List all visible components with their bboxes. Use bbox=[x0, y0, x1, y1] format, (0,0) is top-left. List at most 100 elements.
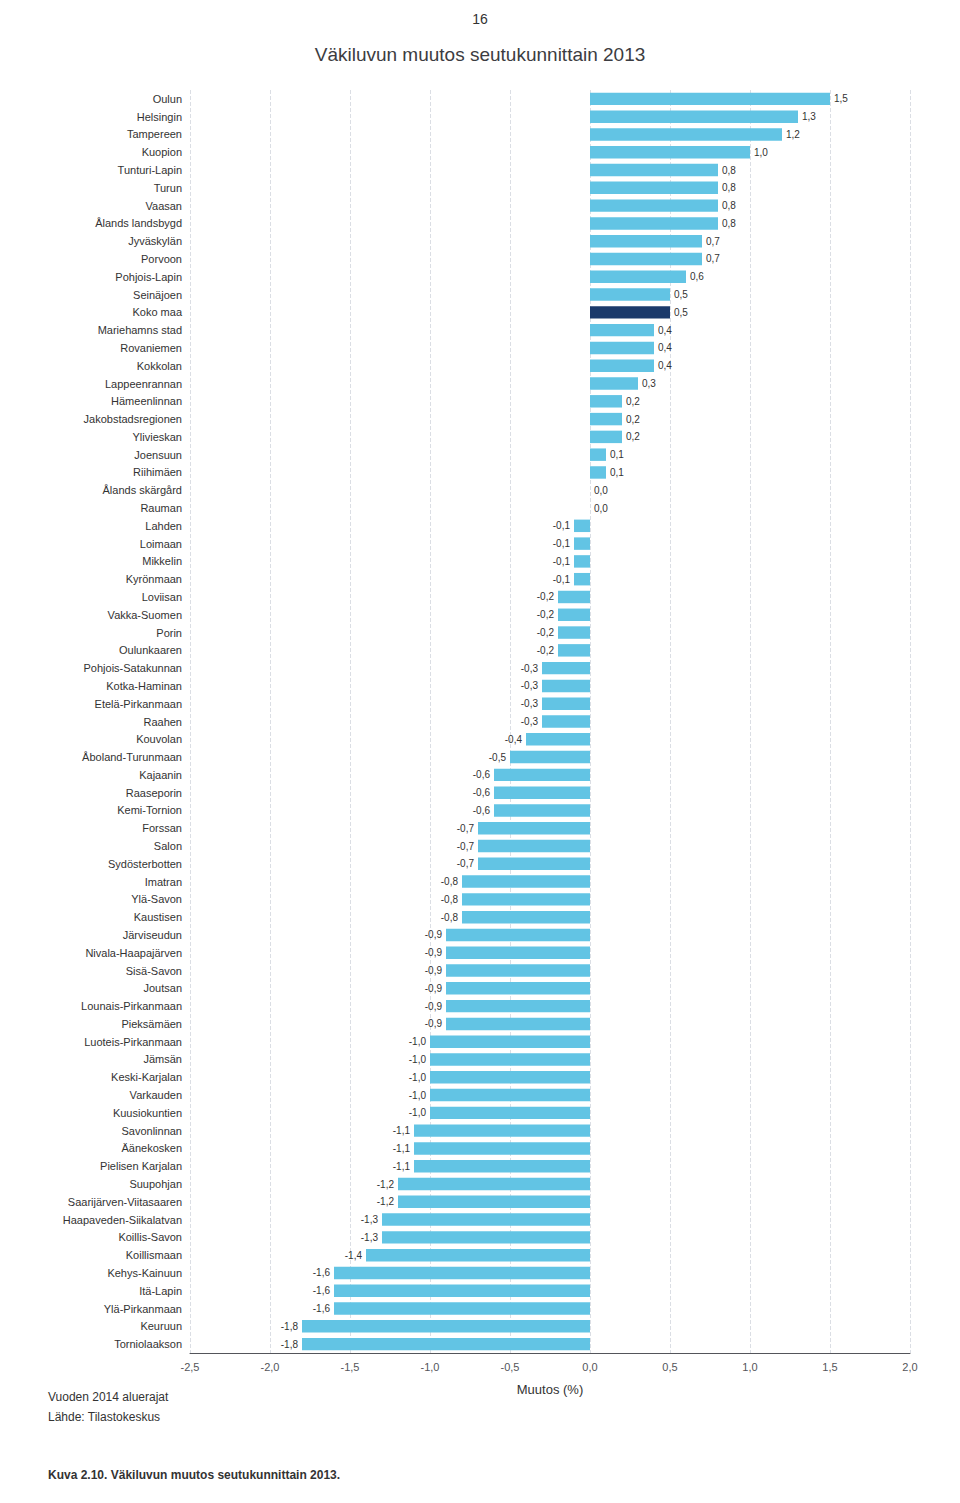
svg-text:-1,0: -1,0 bbox=[409, 1036, 427, 1047]
svg-text:Äänekosken: Äänekosken bbox=[121, 1142, 182, 1154]
svg-text:Tampereen: Tampereen bbox=[127, 128, 182, 140]
svg-text:-1,0: -1,0 bbox=[409, 1054, 427, 1065]
svg-text:Lounais-Pirkanmaan: Lounais-Pirkanmaan bbox=[81, 1000, 182, 1012]
svg-text:Oulun: Oulun bbox=[153, 93, 182, 105]
svg-text:Lahden: Lahden bbox=[145, 520, 182, 532]
svg-text:Koillis-Savon: Koillis-Savon bbox=[118, 1231, 182, 1243]
svg-text:Porvoon: Porvoon bbox=[141, 253, 182, 265]
svg-text:Jämsän: Jämsän bbox=[143, 1053, 182, 1065]
svg-text:Vuoden 2014 aluerajat: Vuoden 2014 aluerajat bbox=[48, 1390, 169, 1404]
svg-text:Pielisen Karjalan: Pielisen Karjalan bbox=[100, 1160, 182, 1172]
svg-text:Kouvolan: Kouvolan bbox=[136, 733, 182, 745]
svg-text:Imatran: Imatran bbox=[145, 876, 182, 888]
svg-text:Jyväskylän: Jyväskylän bbox=[128, 235, 182, 247]
svg-text:-1,6: -1,6 bbox=[313, 1285, 331, 1296]
svg-text:Pieksämäen: Pieksämäen bbox=[121, 1018, 182, 1030]
svg-text:Turun: Turun bbox=[154, 182, 182, 194]
svg-text:Kajaanin: Kajaanin bbox=[139, 769, 182, 781]
svg-text:0,6: 0,6 bbox=[690, 271, 704, 282]
svg-text:-1,8: -1,8 bbox=[281, 1321, 299, 1332]
svg-text:-1,3: -1,3 bbox=[361, 1214, 379, 1225]
svg-text:-1,0: -1,0 bbox=[421, 1361, 440, 1373]
svg-text:0,4: 0,4 bbox=[658, 325, 672, 336]
svg-text:-0,1: -0,1 bbox=[553, 520, 571, 531]
svg-text:16: 16 bbox=[472, 11, 488, 27]
svg-text:Tunturi-Lapin: Tunturi-Lapin bbox=[118, 164, 182, 176]
svg-text:-0,8: -0,8 bbox=[441, 876, 459, 887]
svg-text:Loviisan: Loviisan bbox=[142, 591, 182, 603]
svg-text:-1,0: -1,0 bbox=[409, 1072, 427, 1083]
svg-text:Keski-Karjalan: Keski-Karjalan bbox=[111, 1071, 182, 1083]
svg-text:Rauman: Rauman bbox=[140, 502, 182, 514]
svg-text:Hämeenlinnan: Hämeenlinnan bbox=[111, 395, 182, 407]
svg-text:-1,0: -1,0 bbox=[409, 1090, 427, 1101]
svg-text:Sydösterbotten: Sydösterbotten bbox=[108, 858, 182, 870]
svg-text:Ylivieskan: Ylivieskan bbox=[132, 431, 182, 443]
svg-text:Vaasan: Vaasan bbox=[146, 200, 183, 212]
svg-text:-1,6: -1,6 bbox=[313, 1303, 331, 1314]
svg-text:Raaseporin: Raaseporin bbox=[126, 787, 182, 799]
svg-text:0,2: 0,2 bbox=[626, 414, 640, 425]
svg-text:Loimaan: Loimaan bbox=[140, 538, 182, 550]
svg-text:-0,7: -0,7 bbox=[457, 841, 475, 852]
svg-text:Raahen: Raahen bbox=[143, 716, 182, 728]
svg-text:Mariehamns stad: Mariehamns stad bbox=[98, 324, 182, 336]
svg-text:0,8: 0,8 bbox=[722, 200, 736, 211]
svg-text:-1,1: -1,1 bbox=[393, 1143, 411, 1154]
svg-text:Åboland-Turunmaan: Åboland-Turunmaan bbox=[82, 751, 182, 763]
svg-text:-0,9: -0,9 bbox=[425, 983, 443, 994]
svg-text:0,0: 0,0 bbox=[594, 485, 608, 496]
svg-text:-0,7: -0,7 bbox=[457, 858, 475, 869]
svg-text:-0,3: -0,3 bbox=[521, 680, 539, 691]
svg-text:0,5: 0,5 bbox=[674, 307, 688, 318]
svg-text:-0,2: -0,2 bbox=[537, 627, 555, 638]
svg-text:0,1: 0,1 bbox=[610, 449, 624, 460]
svg-text:-0,3: -0,3 bbox=[521, 716, 539, 727]
svg-text:0,2: 0,2 bbox=[626, 431, 640, 442]
svg-text:-0,1: -0,1 bbox=[553, 574, 571, 585]
svg-text:Jakobstadsregionen: Jakobstadsregionen bbox=[84, 413, 182, 425]
svg-text:1,0: 1,0 bbox=[742, 1361, 757, 1373]
svg-text:-1,6: -1,6 bbox=[313, 1267, 331, 1278]
svg-text:0,8: 0,8 bbox=[722, 218, 736, 229]
svg-text:Kuusiokuntien: Kuusiokuntien bbox=[113, 1107, 182, 1119]
svg-text:1,2: 1,2 bbox=[786, 129, 800, 140]
svg-text:Ylä-Savon: Ylä-Savon bbox=[131, 893, 182, 905]
svg-text:Savonlinnan: Savonlinnan bbox=[121, 1125, 182, 1137]
svg-text:Sisä-Savon: Sisä-Savon bbox=[126, 965, 182, 977]
svg-text:-0,4: -0,4 bbox=[505, 734, 523, 745]
svg-text:Kaustisen: Kaustisen bbox=[134, 911, 182, 923]
svg-text:0,0: 0,0 bbox=[594, 503, 608, 514]
svg-text:-1,2: -1,2 bbox=[377, 1179, 395, 1190]
svg-text:-0,9: -0,9 bbox=[425, 947, 443, 958]
svg-text:Ålands skärgård: Ålands skärgård bbox=[103, 484, 183, 496]
svg-text:-0,5: -0,5 bbox=[501, 1361, 520, 1373]
svg-text:0,7: 0,7 bbox=[706, 236, 720, 247]
svg-text:-1,0: -1,0 bbox=[409, 1107, 427, 1118]
svg-text:Rovaniemen: Rovaniemen bbox=[120, 342, 182, 354]
svg-text:-0,6: -0,6 bbox=[473, 787, 491, 798]
svg-text:Kokkolan: Kokkolan bbox=[137, 360, 182, 372]
svg-text:Riihimäen: Riihimäen bbox=[133, 466, 182, 478]
svg-text:-0,6: -0,6 bbox=[473, 769, 491, 780]
svg-text:Haapaveden-Siikalatvan: Haapaveden-Siikalatvan bbox=[63, 1214, 182, 1226]
svg-text:-0,1: -0,1 bbox=[553, 538, 571, 549]
svg-text:Kehys-Kainuun: Kehys-Kainuun bbox=[107, 1267, 182, 1279]
svg-text:Varkauden: Varkauden bbox=[130, 1089, 182, 1101]
svg-text:Oulunkaaren: Oulunkaaren bbox=[119, 644, 182, 656]
svg-text:1,5: 1,5 bbox=[834, 93, 848, 104]
svg-text:0,8: 0,8 bbox=[722, 165, 736, 176]
svg-text:-2,0: -2,0 bbox=[261, 1361, 280, 1373]
svg-text:-1,3: -1,3 bbox=[361, 1232, 379, 1243]
svg-text:0,2: 0,2 bbox=[626, 396, 640, 407]
svg-text:Joensuun: Joensuun bbox=[134, 449, 182, 461]
svg-text:Kuopion: Kuopion bbox=[142, 146, 182, 158]
svg-text:Nivala-Haapajärven: Nivala-Haapajärven bbox=[85, 947, 182, 959]
svg-text:0,1: 0,1 bbox=[610, 467, 624, 478]
svg-text:0,0: 0,0 bbox=[582, 1361, 597, 1373]
svg-text:-1,2: -1,2 bbox=[377, 1196, 395, 1207]
svg-text:0,4: 0,4 bbox=[658, 360, 672, 371]
svg-text:Torniolaakson: Torniolaakson bbox=[114, 1338, 182, 1350]
svg-text:0,8: 0,8 bbox=[722, 182, 736, 193]
svg-text:-2,5: -2,5 bbox=[181, 1361, 200, 1373]
